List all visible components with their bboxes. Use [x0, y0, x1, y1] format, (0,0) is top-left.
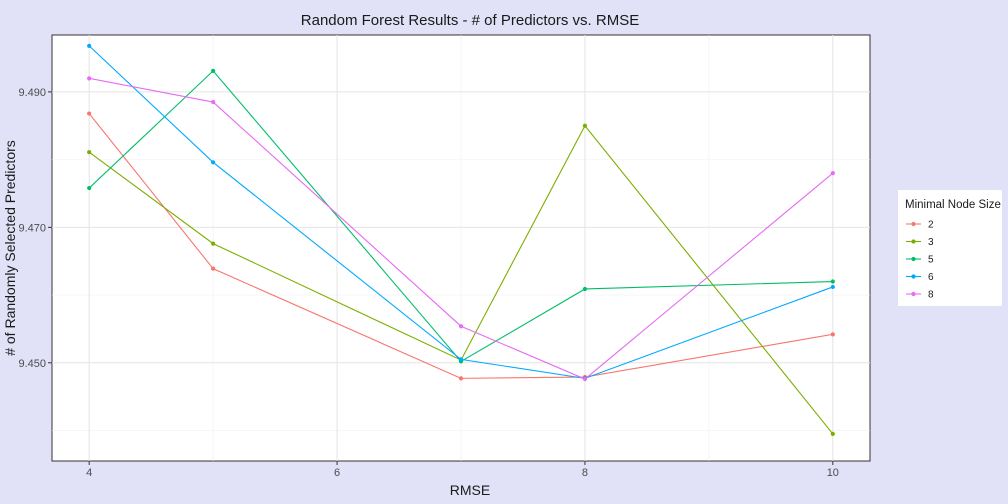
x-tick-label: 4 [86, 467, 92, 479]
legend: Minimal Node Size 2 3 5 6 8 [898, 190, 1002, 306]
data-point-3 [582, 123, 588, 128]
data-point-6 [87, 43, 92, 48]
data-point-8 [582, 376, 588, 382]
legend-key-point-6 [911, 274, 916, 279]
legend-label-2: 2 [928, 220, 934, 231]
data-point-8 [830, 171, 835, 176]
data-point-6 [211, 160, 216, 165]
data-point-5 [87, 185, 92, 191]
data-point-3 [830, 431, 835, 437]
x-tick-label: 8 [582, 467, 588, 479]
chart-title: Random Forest Results - # of Predictors … [301, 12, 639, 29]
series-points [87, 43, 835, 437]
y-tick-label: 9.470 [18, 222, 46, 234]
x-axis-title: RMSE [450, 482, 490, 498]
data-point-3 [211, 241, 216, 246]
x-tick-label: 10 [827, 467, 839, 479]
x-tick-label: 6 [334, 467, 340, 479]
data-point-5 [211, 68, 216, 73]
y-tick-label: 9.490 [18, 87, 46, 99]
y-axis-title: # of Randomly Selected Predictors [2, 140, 18, 356]
data-point-8 [458, 324, 464, 329]
legend-key-point-3 [911, 239, 916, 244]
data-point-8 [87, 76, 92, 81]
legend-title: Minimal Node Size [905, 199, 1001, 211]
data-point-6 [830, 284, 835, 290]
data-point-2 [458, 376, 464, 381]
legend-label-3: 3 [928, 237, 934, 248]
data-point-8 [211, 99, 216, 105]
legend-key-point-2 [911, 221, 916, 227]
legend-label-8: 8 [928, 290, 934, 301]
data-point-2 [211, 266, 216, 271]
legend-label-6: 6 [928, 272, 934, 283]
data-point-5 [582, 286, 588, 292]
data-point-3 [87, 150, 92, 155]
axis-ticks: 4 6 8 10 9.450 9.470 9.490 [18, 87, 838, 479]
data-point-2 [87, 111, 92, 116]
data-point-2 [830, 332, 835, 337]
legend-key-point-8 [911, 291, 916, 297]
y-tick-label: 9.450 [18, 358, 46, 370]
legend-box [898, 190, 1002, 306]
legend-label-5: 5 [928, 255, 934, 266]
data-point-6 [458, 357, 464, 362]
data-point-5 [830, 279, 835, 284]
legend-key-point-5 [911, 256, 916, 262]
